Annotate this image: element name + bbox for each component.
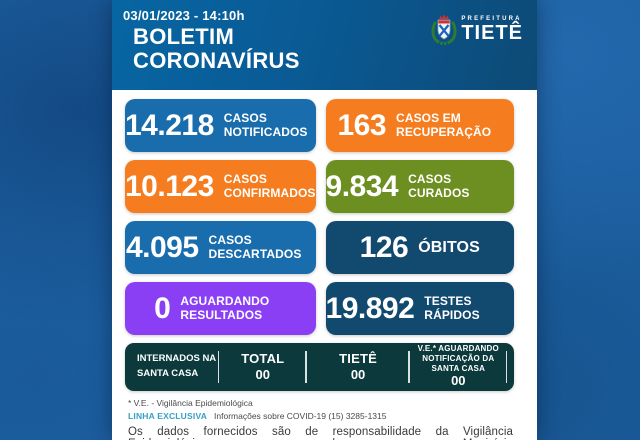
hospital-row-label: INTERNADOS NA SANTA CASA [125,343,219,391]
hospital-col-header: TIETÊ [339,350,377,366]
stat-value: 4.095 [125,230,199,264]
hospital-row-label-text: INTERNADOS NA SANTA CASA [137,352,219,381]
ve-footnote: * V.E. - Vigilância Epidemiológica [128,398,253,408]
hospital-col-header: TOTAL [241,350,285,366]
stat-value: 0 [154,291,171,325]
hospital-col-value: 00 [451,373,466,389]
stat-value: 10.123 [125,169,214,203]
stat-value: 19.892 [325,291,415,325]
stat-card-testes-rapidos: 19.892 TESTES RÁPIDOS [325,282,514,335]
stat-value: 163 [337,108,387,142]
stat-label: CASOS CURADOS [408,172,470,200]
bulletin-title: BOLETIM CORONAVÍRUS [133,25,537,73]
hospital-col-header: V.E.* AGUARDANDO NOTIFICAÇÃO DA SANTA CA… [417,344,499,373]
hotline-row: LINHA EXCLUSIVA Informações sobre COVID-… [128,411,513,421]
stat-label: TESTES RÁPIDOS [424,294,480,322]
stat-card-casos-em-recuperacao: 163 CASOS EM RECUPERAÇÃO [325,99,514,152]
stat-card-obitos: 126 ÓBITOS [325,221,514,274]
hospital-table: INTERNADOS NA SANTA CASA TOTAL 00 TIETÊ … [125,343,514,391]
hotline-label: LINHA EXCLUSIVA [128,411,208,421]
logo-prefeitura-label: PREFEITURA [461,15,522,22]
stat-label: AGUARDANDO RESULTADOS [180,294,270,322]
bulletin-title-line2: CORONAVÍRUS [133,48,300,73]
hospital-col-value: 00 [255,367,270,382]
hospital-row-label-line1: INTERNADOS NA [137,353,217,365]
stat-label: CASOS CONFIRMADOS [223,172,316,200]
hotline-info: Informações sobre COVID-19 (15) 3285-131… [214,411,387,421]
hospital-col-tiete: TIETÊ 00 [307,343,410,391]
stat-card-casos-notificados: 14.218 CASOS NOTIFICADOS [125,99,316,152]
hospital-col-ve-aguardando: V.E.* AGUARDANDO NOTIFICAÇÃO DA SANTA CA… [410,343,508,391]
bulletin-footer: * V.E. - Vigilância Epidemiológica LINHA… [125,391,514,440]
bulletin-body: 14.218 CASOS NOTIFICADOS 163 CASOS EM RE… [112,90,537,440]
stat-card-aguardando-resultados: 0 AGUARDANDO RESULTADOS [125,282,316,335]
city-crest-icon [431,14,457,45]
disclaimer-text: Os dados fornecidos são de responsabilid… [128,426,513,440]
stat-card-casos-curados: 9.834 CASOS CURADOS [325,160,514,213]
stat-card-casos-descartados: 4.095 CASOS DESCARTADOS [125,221,316,274]
logo-wordmark: PREFEITURA TIETÊ [461,16,523,43]
hospital-row-label-line2: SANTA CASA [137,368,199,379]
stat-value: 126 [359,230,409,264]
bulletin-header: 03/01/2023 - 14:10h BOLETIM CORONAVÍRUS … [112,0,537,90]
bulletin-datetime: 03/01/2023 - 14:10h [123,8,245,23]
prefeitura-tiete-logo: PREFEITURA TIETÊ [431,13,523,45]
stat-value: 14.218 [125,108,214,142]
stat-label: CASOS NOTIFICADOS [223,111,308,139]
stat-label: CASOS DESCARTADOS [208,233,302,261]
stats-grid: 14.218 CASOS NOTIFICADOS 163 CASOS EM RE… [125,99,514,335]
hospital-col-value: 00 [350,367,366,382]
stat-value: 9.834 [325,169,399,203]
bulletin-card: 03/01/2023 - 14:10h BOLETIM CORONAVÍRUS … [112,0,537,440]
bulletin-title-line1: BOLETIM [133,24,235,49]
stat-card-casos-confirmados: 10.123 CASOS CONFIRMADOS [125,160,316,213]
hospital-col-total: TOTAL 00 [219,343,307,391]
stat-label: ÓBITOS [418,238,480,256]
stat-label: CASOS EM RECUPERAÇÃO [396,111,492,139]
logo-tiete-label: TIETÊ [461,21,523,44]
